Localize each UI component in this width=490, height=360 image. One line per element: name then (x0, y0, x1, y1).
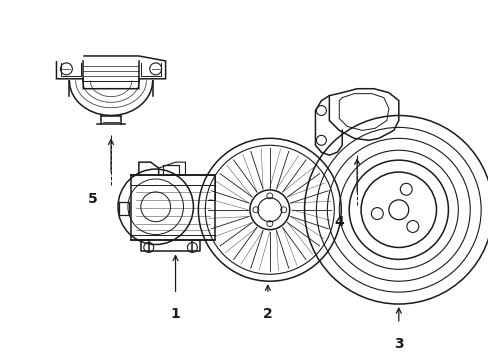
Text: 1: 1 (171, 307, 180, 321)
Text: 5: 5 (88, 192, 98, 206)
Text: 2: 2 (263, 307, 273, 321)
Circle shape (250, 190, 290, 230)
Text: 3: 3 (394, 337, 404, 351)
Text: 4: 4 (334, 215, 344, 229)
